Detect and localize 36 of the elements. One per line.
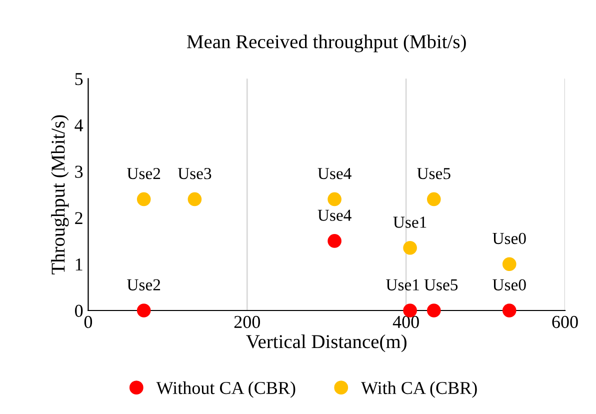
y-tick-label: 5 — [75, 73, 83, 86]
y-tick-label: 0 — [75, 304, 83, 317]
y-tick-label: 3 — [75, 166, 83, 178]
y-tick-label: 2 — [75, 212, 82, 224]
point — [502, 304, 516, 318]
x-tick-label: 0 — [84, 316, 92, 328]
x-axis-title: Vertical Distance(m) — [246, 334, 406, 352]
x-tick-label: 200 — [234, 316, 260, 328]
data-label: Use0 — [492, 232, 526, 244]
legend-label: Without CA (CBR) — [156, 381, 296, 398]
chart-title: Mean Received throughput (Mbit/s) — [187, 34, 466, 52]
y-tick-label: 4 — [74, 119, 84, 132]
legend-label: With CA (CBR) — [361, 381, 477, 398]
point — [426, 304, 441, 318]
point — [328, 234, 342, 248]
point — [136, 304, 151, 318]
data-label: Use0 — [492, 279, 526, 290]
data-label: Use2 — [127, 168, 160, 180]
data-label: Use4 — [318, 168, 352, 180]
y-tick-label: 1 — [76, 258, 82, 270]
x-tick-label: 600 — [552, 316, 578, 328]
data-label: Use5 — [417, 168, 450, 180]
data-label: Use1 — [386, 279, 419, 290]
data-label: Use4 — [318, 210, 352, 221]
point — [328, 192, 342, 206]
data-label: Use3 — [178, 168, 212, 180]
point — [403, 240, 417, 255]
point — [136, 192, 151, 206]
point — [188, 192, 202, 206]
y-axis-title: Throughput (Mbit/s) — [51, 115, 69, 274]
data-label: Use2 — [127, 279, 160, 290]
data-label: Use5 — [424, 279, 458, 290]
point — [502, 257, 516, 272]
x-tick-label: 400 — [392, 316, 419, 328]
data-label: Use1 — [393, 216, 426, 228]
point — [426, 192, 441, 206]
